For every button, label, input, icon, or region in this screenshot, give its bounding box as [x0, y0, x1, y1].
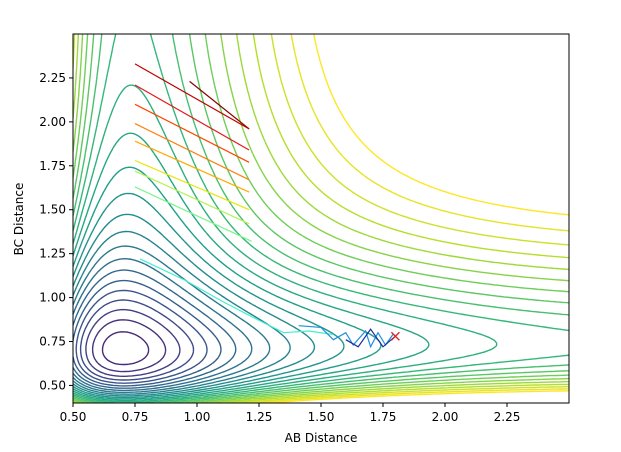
trajectory-line — [134, 159, 250, 211]
x-axis-label: AB Distance — [285, 431, 358, 445]
x-tick-label: 0.50 — [60, 410, 87, 424]
contour-level — [73, 269, 237, 389]
contour-level — [73, 213, 316, 397]
contour-level — [85, 308, 181, 377]
y-tick-label: 2.00 — [39, 115, 66, 129]
x-tick-label: 0.75 — [122, 410, 149, 424]
x-tick-label: 1.75 — [370, 410, 397, 424]
x-tick-label: 2.25 — [494, 410, 521, 424]
contour-level — [73, 34, 569, 403]
contour-lines — [73, 34, 569, 403]
y-tick-label: 0.50 — [39, 378, 66, 392]
end-marker-stroke — [390, 331, 400, 341]
x-tick-label: 2.00 — [432, 410, 459, 424]
contour-level — [73, 245, 271, 394]
y-tick-label: 2.25 — [39, 71, 66, 85]
y-axis-ticks: 0.50 0.75 1.00 1.25 1.50 1.75 2.00 2.25 — [39, 71, 73, 392]
trajectory-line — [134, 140, 250, 193]
trajectory-line — [134, 170, 250, 225]
contour-level — [91, 319, 167, 373]
trajectory-line — [298, 325, 394, 349]
contour-level — [73, 34, 569, 403]
trajectory-line — [134, 186, 252, 242]
y-tick-label: 0.75 — [39, 335, 66, 349]
trajectory-line — [134, 103, 250, 163]
y-tick-label: 1.00 — [39, 291, 66, 305]
x-tick-label: 1.25 — [246, 410, 273, 424]
contour-level — [73, 192, 345, 399]
contour-level — [73, 166, 382, 400]
contour-level — [73, 34, 569, 403]
end-marker — [390, 331, 400, 341]
contour-level — [73, 279, 222, 387]
contour-level — [73, 230, 291, 395]
contour-level — [101, 331, 150, 366]
trajectory-line — [134, 123, 250, 181]
y-tick-label: 1.75 — [39, 159, 66, 173]
contour-level — [252, 34, 569, 403]
contour-level — [73, 34, 569, 403]
trajectory-line — [345, 328, 396, 348]
y-tick-label: 1.25 — [39, 247, 66, 261]
contour-level — [75, 289, 208, 384]
contour-level — [79, 299, 195, 381]
plot-area — [73, 34, 569, 403]
trajectory-line — [134, 63, 250, 130]
trajectory-line — [134, 84, 250, 151]
y-tick-label: 1.50 — [39, 203, 66, 217]
trajectory-lines — [134, 63, 396, 349]
contour-level — [73, 132, 430, 402]
x-axis-ticks: 0.50 0.75 1.00 1.25 1.50 1.75 2.00 2.25 — [60, 403, 521, 424]
x-tick-label: 1.50 — [308, 410, 335, 424]
y-axis-label: BC Distance — [12, 183, 26, 256]
contour-level — [73, 34, 569, 403]
contour-level — [73, 34, 569, 403]
contour-level — [73, 84, 498, 403]
x-tick-label: 1.00 — [184, 410, 211, 424]
contour-level — [73, 258, 253, 392]
trajectory-line — [189, 80, 250, 130]
trajectory-line — [139, 258, 334, 336]
contour-level — [268, 34, 569, 403]
